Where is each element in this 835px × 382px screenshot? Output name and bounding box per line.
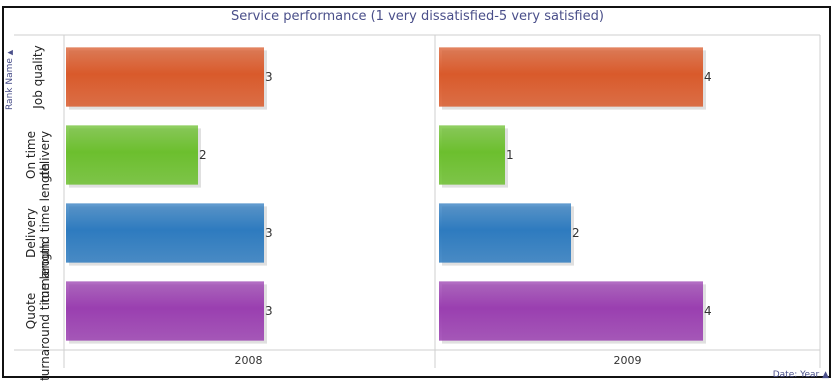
panel-label: 2008 — [235, 354, 263, 367]
chart-title: Service performance (1 very dissatisfied… — [231, 9, 604, 24]
value-label: 1 — [506, 148, 514, 162]
category-label-line: Quote — [24, 293, 38, 329]
bar[interactable] — [439, 281, 703, 341]
value-label: 4 — [704, 304, 712, 318]
value-label: 3 — [265, 304, 273, 318]
category-label-line: Job quality — [31, 45, 45, 109]
bar[interactable] — [66, 281, 264, 341]
panel-label: 2009 — [614, 354, 642, 367]
bars: 3 2 3 3 4 1 2 4 — [66, 47, 712, 344]
category-label: Job quality — [31, 45, 45, 109]
bar[interactable] — [66, 125, 198, 185]
category-label-line: turnaround time length — [38, 163, 52, 303]
value-label: 3 — [265, 226, 273, 240]
category-label-line: On time — [24, 131, 38, 179]
sort-arrow-icon: ▲ — [822, 370, 829, 380]
panel-labels: 2008 2009 — [235, 354, 642, 367]
category-label-line: turnaround time length — [38, 241, 52, 381]
category-label: Quote turnaround time length — [24, 241, 52, 381]
value-label: 2 — [199, 148, 207, 162]
value-label: 3 — [265, 70, 273, 84]
category-label: Delivery turnaround time length — [24, 163, 52, 303]
category-label: On time delivery — [24, 131, 52, 179]
bar[interactable] — [66, 203, 264, 263]
category-label-line: delivery — [38, 131, 52, 179]
col-facet-label-text: Date: Year — [772, 370, 820, 380]
value-label: 2 — [572, 226, 580, 240]
bar[interactable] — [439, 47, 703, 107]
bar[interactable] — [439, 203, 571, 263]
col-facet-label[interactable]: Date: Year ▲ — [773, 370, 829, 380]
bar[interactable] — [66, 47, 264, 107]
plot-grid-lines — [14, 34, 821, 368]
value-label: 4 — [704, 70, 712, 84]
bar[interactable] — [439, 125, 505, 185]
category-label-line: Delivery — [24, 208, 38, 258]
